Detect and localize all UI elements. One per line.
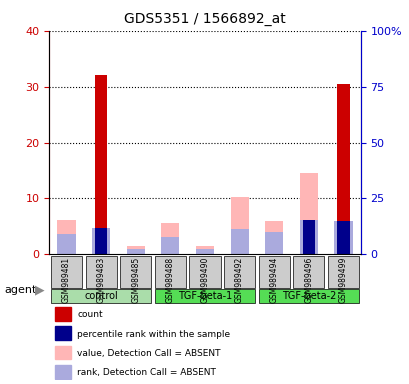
FancyBboxPatch shape [258, 289, 358, 303]
Bar [57, 220, 75, 254]
Text: value, Detection Call = ABSENT: value, Detection Call = ABSENT [77, 349, 220, 358]
Text: agent: agent [4, 285, 36, 295]
Text: GDS5351 / 1566892_at: GDS5351 / 1566892_at [124, 12, 285, 25]
Bar [196, 250, 213, 254]
Text: GSM989499: GSM989499 [338, 257, 347, 303]
Text: GSM989490: GSM989490 [200, 257, 209, 303]
Bar [299, 220, 317, 254]
Bar [92, 228, 110, 254]
Bar [126, 246, 144, 254]
FancyBboxPatch shape [155, 256, 186, 288]
FancyBboxPatch shape [85, 256, 117, 288]
Text: control: control [84, 291, 118, 301]
Bar [265, 232, 283, 254]
Bar [126, 250, 144, 254]
Bar [337, 221, 349, 254]
Bar [337, 84, 349, 254]
Bar [334, 221, 352, 254]
Bar [302, 220, 314, 254]
Bar [92, 228, 110, 254]
Text: percentile rank within the sample: percentile rank within the sample [77, 329, 230, 339]
Bar [55, 346, 71, 359]
Text: GSM989481: GSM989481 [62, 257, 71, 303]
Text: ▶: ▶ [35, 283, 44, 296]
Bar [95, 75, 107, 254]
Text: GSM989488: GSM989488 [166, 257, 175, 303]
Bar [55, 307, 71, 321]
Bar [334, 221, 352, 254]
FancyBboxPatch shape [223, 256, 254, 288]
Text: GSM989483: GSM989483 [97, 257, 106, 303]
Text: rank, Detection Call = ABSENT: rank, Detection Call = ABSENT [77, 368, 216, 377]
Text: GSM989494: GSM989494 [269, 257, 278, 303]
Bar [230, 228, 248, 254]
Text: TGF-beta-2: TGF-beta-2 [281, 291, 335, 301]
Bar [196, 246, 213, 254]
Bar [230, 197, 248, 254]
FancyBboxPatch shape [292, 256, 324, 288]
FancyBboxPatch shape [189, 256, 220, 288]
Bar [57, 234, 75, 254]
Bar [265, 221, 283, 254]
FancyBboxPatch shape [327, 256, 358, 288]
Bar [55, 365, 71, 379]
FancyBboxPatch shape [155, 289, 254, 303]
Bar [299, 173, 317, 254]
FancyBboxPatch shape [51, 256, 82, 288]
Bar [161, 223, 179, 254]
Bar [95, 228, 107, 254]
FancyBboxPatch shape [120, 256, 151, 288]
FancyBboxPatch shape [51, 289, 151, 303]
Text: TGF-beta-1: TGF-beta-1 [178, 291, 231, 301]
Bar [161, 237, 179, 254]
Text: count: count [77, 310, 103, 319]
Bar [55, 326, 71, 340]
FancyBboxPatch shape [258, 256, 289, 288]
Text: GSM989496: GSM989496 [303, 257, 312, 303]
Text: GSM989485: GSM989485 [131, 257, 140, 303]
Text: GSM989492: GSM989492 [234, 257, 243, 303]
